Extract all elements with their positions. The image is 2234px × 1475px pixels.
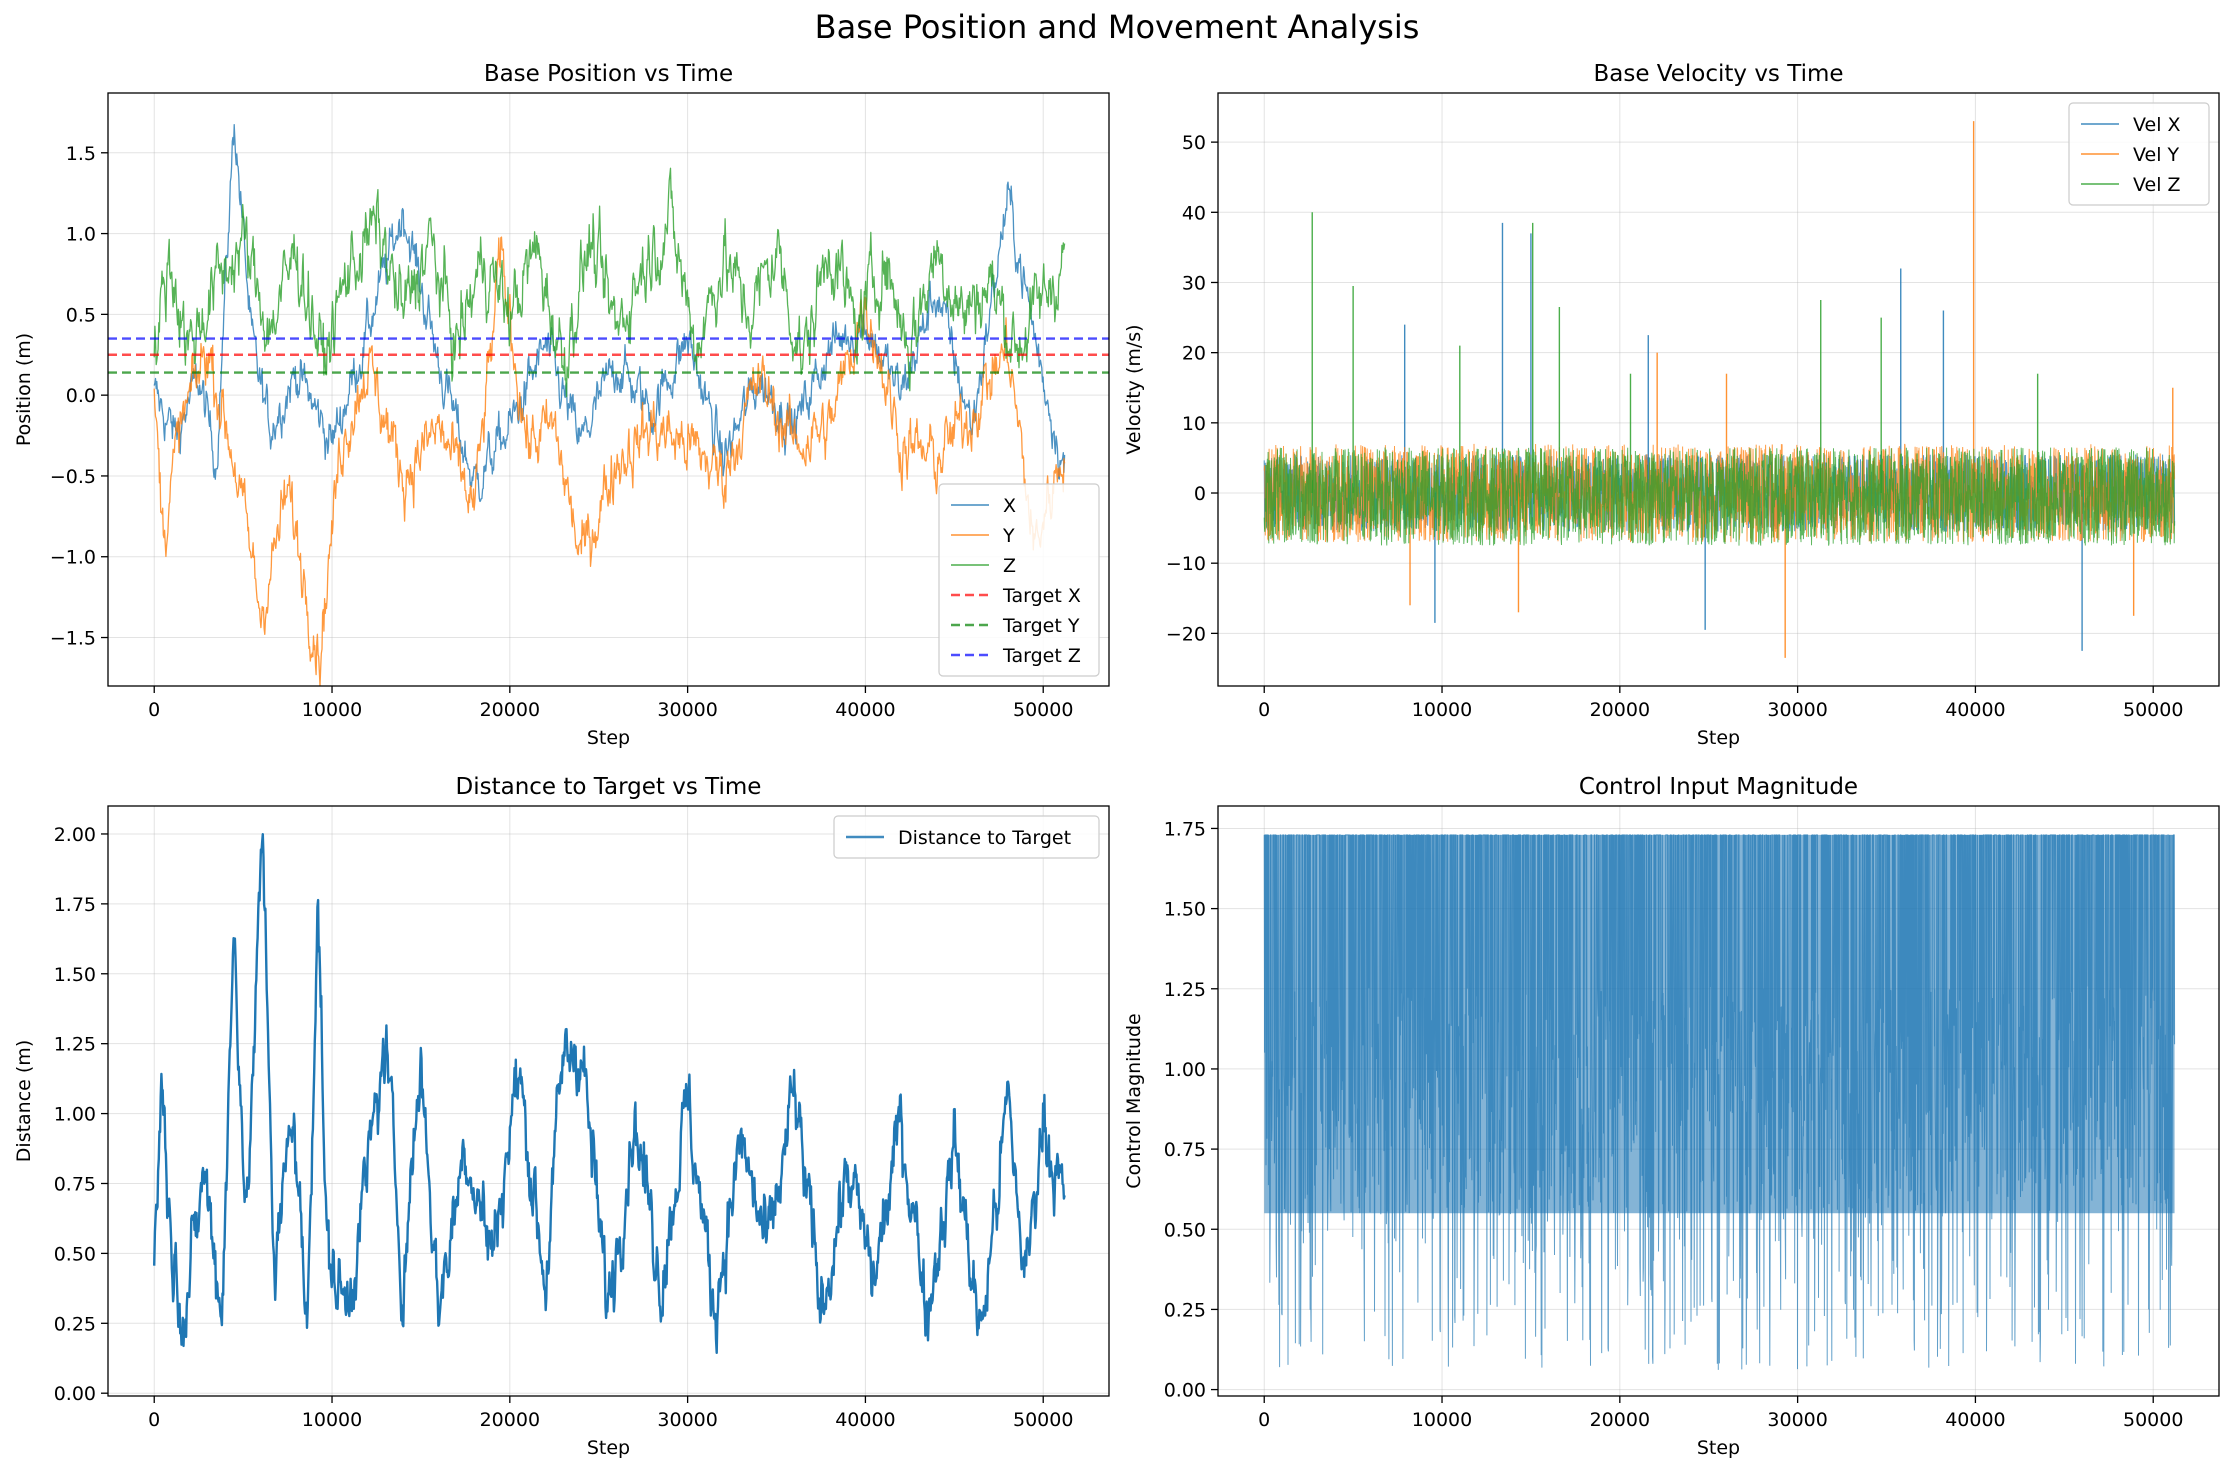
control-xtick-label-5: 50000 xyxy=(2123,1409,2183,1431)
velocity-ytick-label-5: 30 xyxy=(1182,272,1206,294)
control-axes-frame xyxy=(1217,805,2220,1397)
position-series-y xyxy=(153,236,1066,686)
velocity-title: Base Velocity vs Time xyxy=(1593,61,1843,87)
velocity-series-vel-z xyxy=(1263,447,2176,546)
distance-plot-area xyxy=(153,833,1066,1354)
velocity-ytick-label-6: 40 xyxy=(1182,202,1206,224)
distance-ylabel: Distance (m) xyxy=(13,1040,35,1162)
distance-ytick-label-5: 1.25 xyxy=(54,1034,96,1056)
distance-xtick-label-3: 30000 xyxy=(657,1409,717,1431)
control-xtick-label-0: 0 xyxy=(1258,1409,1270,1431)
control-ytick-label-6: 1.50 xyxy=(1164,899,1206,921)
position-ytick-label-4: 0.5 xyxy=(66,304,96,326)
distance-ytick-label-6: 1.50 xyxy=(54,964,96,986)
position-legend-label-0: X xyxy=(1003,495,1016,517)
distance-xtick-label-0: 0 xyxy=(148,1409,160,1431)
position-legend-label-4: Target Y xyxy=(1002,615,1080,637)
position-legend-label-5: Target Z xyxy=(1002,645,1081,667)
velocity-ytick-label-1: −10 xyxy=(1166,553,1206,575)
velocity-xtick-label-5: 50000 xyxy=(2123,699,2183,721)
distance-axes-frame xyxy=(107,805,1110,1397)
velocity-xtick-label-0: 0 xyxy=(1258,699,1270,721)
control-xtick-label-2: 20000 xyxy=(1590,1409,1650,1431)
distance-legend xyxy=(833,815,1100,859)
distance-ytick-label-3: 0.75 xyxy=(54,1173,96,1195)
position-title: Base Position vs Time xyxy=(484,61,733,87)
control-xtick-label-3: 30000 xyxy=(1767,1409,1827,1431)
position-ytick-label-5: 1.0 xyxy=(66,224,96,246)
control-title: Control Input Magnitude xyxy=(1579,774,1858,800)
control-series-0-fill xyxy=(1264,834,2175,1214)
velocity-legend-label-2: Vel Z xyxy=(2133,174,2181,196)
control-plot-area xyxy=(1263,834,2176,1370)
distance-xtick-label-5: 50000 xyxy=(1013,1409,1073,1431)
distance-ytick-label-2: 0.50 xyxy=(54,1243,96,1265)
figure-title: Base Position and Movement Analysis xyxy=(814,8,1420,46)
velocity-ytick-label-4: 20 xyxy=(1182,343,1206,365)
control-ytick-label-2: 0.50 xyxy=(1164,1219,1206,1241)
position-xtick-label-2: 20000 xyxy=(480,699,540,721)
velocity-xtick-label-2: 20000 xyxy=(1590,699,1650,721)
position-xtick-label-1: 10000 xyxy=(302,699,362,721)
control-ytick-label-4: 1.00 xyxy=(1164,1059,1206,1081)
control-ytick-label-1: 0.25 xyxy=(1164,1299,1206,1321)
distance-series-distance-to-target xyxy=(153,833,1066,1354)
velocity-legend-label-0: Vel X xyxy=(2133,114,2181,136)
control-xtick-label-1: 10000 xyxy=(1412,1409,1472,1431)
distance-legend-label-0: Distance to Target xyxy=(898,827,1071,849)
position-series-x xyxy=(153,124,1066,503)
position-xtick-label-4: 40000 xyxy=(835,699,895,721)
velocity-xtick-label-1: 10000 xyxy=(1412,699,1472,721)
velocity-axes-frame xyxy=(1217,92,2220,687)
control-ylabel: Control Magnitude xyxy=(1123,1013,1145,1188)
distance-ytick-label-4: 1.00 xyxy=(54,1104,96,1126)
position-xtick-label-5: 50000 xyxy=(1013,699,1073,721)
position-xtick-label-3: 30000 xyxy=(657,699,717,721)
velocity-ylabel: Velocity (m/s) xyxy=(1123,324,1145,454)
velocity-plot-area xyxy=(1263,121,2176,658)
distance-ytick-label-0: 0.00 xyxy=(54,1383,96,1405)
position-legend xyxy=(938,483,1100,677)
control-ytick-label-7: 1.75 xyxy=(1164,818,1206,840)
position-legend-label-3: Target X xyxy=(1002,585,1081,607)
position-plot-area xyxy=(108,124,1109,686)
position-xtick-label-0: 0 xyxy=(148,699,160,721)
velocity-ytick-label-0: −20 xyxy=(1166,623,1206,645)
position-xlabel: Step xyxy=(587,727,630,749)
control-xtick-label-4: 40000 xyxy=(1945,1409,2005,1431)
control-ytick-label-5: 1.25 xyxy=(1164,979,1206,1001)
position-legend-label-1: Y xyxy=(1002,525,1015,547)
distance-ytick-label-1: 0.25 xyxy=(54,1313,96,1335)
position-ytick-label-2: −0.5 xyxy=(50,466,96,488)
distance-xlabel: Step xyxy=(587,1437,630,1459)
position-ytick-label-3: 0.0 xyxy=(66,385,96,407)
velocity-legend xyxy=(2068,102,2210,206)
distance-ytick-label-7: 1.75 xyxy=(54,894,96,916)
position-axes-frame xyxy=(107,92,1110,687)
distance-xtick-label-4: 40000 xyxy=(835,1409,895,1431)
velocity-ytick-label-3: 10 xyxy=(1182,413,1206,435)
velocity-xlabel: Step xyxy=(1697,727,1740,749)
position-legend-label-2: Z xyxy=(1003,555,1016,577)
velocity-ytick-label-2: 0 xyxy=(1194,483,1206,505)
position-series-z xyxy=(153,167,1066,398)
distance-xtick-label-2: 20000 xyxy=(480,1409,540,1431)
velocity-ytick-label-7: 50 xyxy=(1182,132,1206,154)
distance-ytick-label-8: 2.00 xyxy=(54,824,96,846)
position-ylabel: Position (m) xyxy=(13,333,35,446)
control-ytick-label-0: 0.00 xyxy=(1164,1380,1206,1402)
control-xlabel: Step xyxy=(1697,1437,1740,1459)
velocity-legend-label-1: Vel Y xyxy=(2133,144,2180,166)
distance-xtick-label-1: 10000 xyxy=(302,1409,362,1431)
velocity-xtick-label-4: 40000 xyxy=(1945,699,2005,721)
position-ytick-label-1: −1.0 xyxy=(50,547,96,569)
position-ytick-label-6: 1.5 xyxy=(66,143,96,165)
control-ytick-label-3: 0.75 xyxy=(1164,1139,1206,1161)
distance-title: Distance to Target vs Time xyxy=(456,774,762,800)
position-ytick-label-0: −1.5 xyxy=(50,628,96,650)
velocity-xtick-label-3: 30000 xyxy=(1767,699,1827,721)
